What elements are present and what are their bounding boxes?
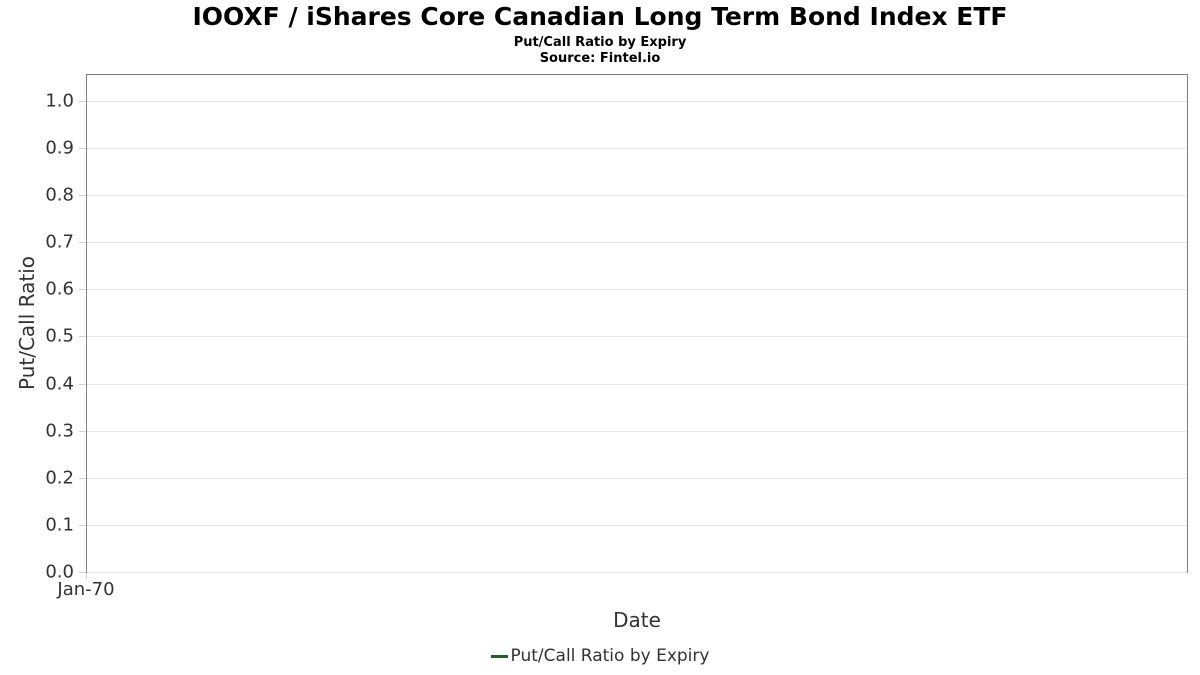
y-tick-label: 1.0 (45, 90, 74, 112)
chart-title: IOOXF / iShares Core Canadian Long Term … (192, 2, 1008, 31)
legend: Put/Call Ratio by Expiry (0, 646, 1200, 666)
y-tick-mark (79, 383, 86, 385)
gridline (87, 430, 1187, 432)
y-tick-mark (79, 148, 86, 150)
gridline (87, 572, 1187, 573)
gridline (87, 336, 1187, 338)
y-tick-mark (79, 242, 86, 244)
plot-area (79, 74, 1188, 573)
legend-line-swatch-icon (490, 654, 508, 658)
gridline (87, 148, 1187, 150)
gridline (87, 289, 1187, 291)
x-tick-label: Jan-70 (57, 579, 115, 600)
y-tick-mark (79, 572, 86, 573)
y-tick-mark (79, 430, 86, 432)
y-tick-mark (79, 524, 86, 526)
y-tick-label: 0.8 (45, 184, 74, 206)
x-tick-mark (86, 573, 87, 579)
x-axis-title: Date (613, 608, 661, 632)
y-tick-mark (79, 336, 86, 338)
gridline (87, 383, 1187, 385)
y-tick-mark (79, 195, 86, 197)
gridline (87, 524, 1187, 526)
chart-subtitle: Put/Call Ratio by Expiry (513, 35, 687, 50)
chart-source: Source: Fintel.io (539, 51, 661, 66)
y-tick-label: 0.2 (45, 467, 74, 489)
y-tick-label: 0.7 (45, 231, 74, 253)
y-tick-label: 0.4 (45, 373, 74, 395)
y-tick-label: 0.5 (45, 325, 74, 347)
gridline (87, 477, 1187, 479)
y-tick-mark (79, 100, 86, 102)
gridline (87, 242, 1187, 244)
y-tick-mark (79, 477, 86, 479)
y-tick-label: 0.9 (45, 137, 74, 159)
y-tick-label: 0.1 (45, 514, 74, 536)
legend-label: Put/Call Ratio by Expiry (510, 646, 710, 666)
gridline (87, 100, 1187, 102)
legend-item: Put/Call Ratio by Expiry (490, 646, 710, 666)
y-tick-label: 0.3 (45, 420, 74, 442)
gridline (87, 195, 1187, 197)
y-tick-mark (79, 289, 86, 291)
y-axis-title: Put/Call Ratio (15, 255, 39, 391)
y-tick-label: 0.0 (45, 561, 74, 583)
y-tick-label: 0.6 (45, 278, 74, 300)
